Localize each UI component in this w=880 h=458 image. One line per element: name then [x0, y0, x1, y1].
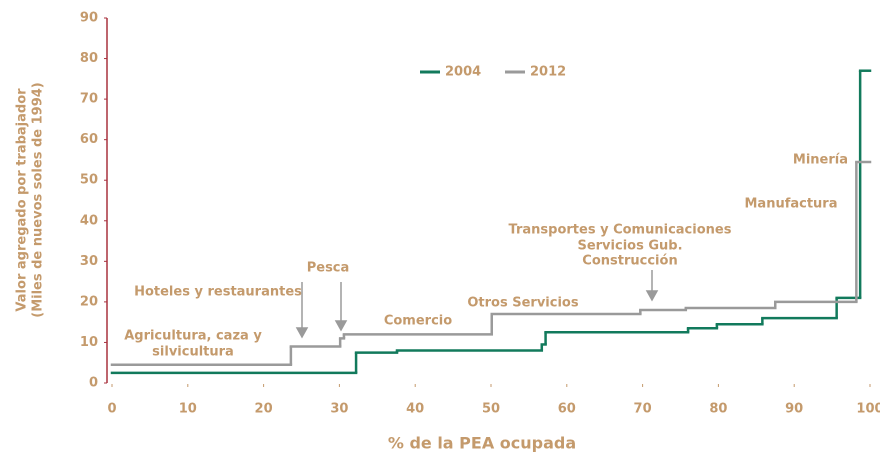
- x-tick-label: 20: [255, 402, 273, 417]
- y-axis-label: Valor agregado por trabajador (Miles de …: [15, 82, 46, 318]
- x-tick-label: 60: [558, 402, 576, 417]
- legend-label: 2012: [530, 65, 566, 80]
- annotation: Minería: [793, 153, 848, 168]
- y-tick-label: 0: [89, 376, 98, 391]
- annotation: Comercio: [384, 314, 452, 329]
- y-tick-label: 40: [80, 213, 98, 228]
- x-tick-label: 50: [482, 402, 500, 417]
- y-axis-label-line: (Miles de nuevos soles de 1994): [31, 82, 46, 318]
- arrows: [295, 270, 659, 339]
- y-axis-label-line: Valor agregado por trabajador: [15, 88, 30, 312]
- x-tick-label: 100: [856, 402, 880, 417]
- y-tick-label: 50: [80, 173, 98, 188]
- legend-label: 2004: [445, 65, 481, 80]
- y-tick-label: 20: [80, 294, 98, 309]
- x-tick-label: 0: [107, 402, 116, 417]
- annotation: Construcción: [582, 254, 677, 269]
- annotation: Transportes y Comunicaciones: [509, 223, 732, 238]
- y-tick-label: 70: [80, 92, 98, 107]
- x-tick-label: 30: [330, 402, 348, 417]
- x-tick-label: 10: [179, 402, 197, 417]
- annotation: Servicios Gub.: [577, 239, 682, 254]
- y-tick-label: 80: [80, 51, 98, 66]
- x-tick-label: 90: [785, 402, 803, 417]
- y-tick-label: 60: [80, 132, 98, 147]
- y-tick-label: 10: [80, 335, 98, 350]
- x-tick-label: 80: [709, 402, 727, 417]
- annotation: Agricultura, caza y: [124, 329, 262, 344]
- y-tick-label: 90: [80, 11, 98, 26]
- annotation: Manufactura: [744, 197, 837, 212]
- annotation: Otros Servicios: [467, 296, 578, 311]
- annotation: Hoteles y restaurantes: [134, 285, 302, 300]
- annotation: silvicultura: [152, 345, 234, 360]
- y-tick-label: 30: [80, 254, 98, 269]
- x-axis-label: % de la PEA ocupada: [388, 434, 576, 453]
- x-tick-label: 70: [634, 402, 652, 417]
- annotation: Pesca: [307, 261, 350, 276]
- x-tick-label: 40: [406, 402, 424, 417]
